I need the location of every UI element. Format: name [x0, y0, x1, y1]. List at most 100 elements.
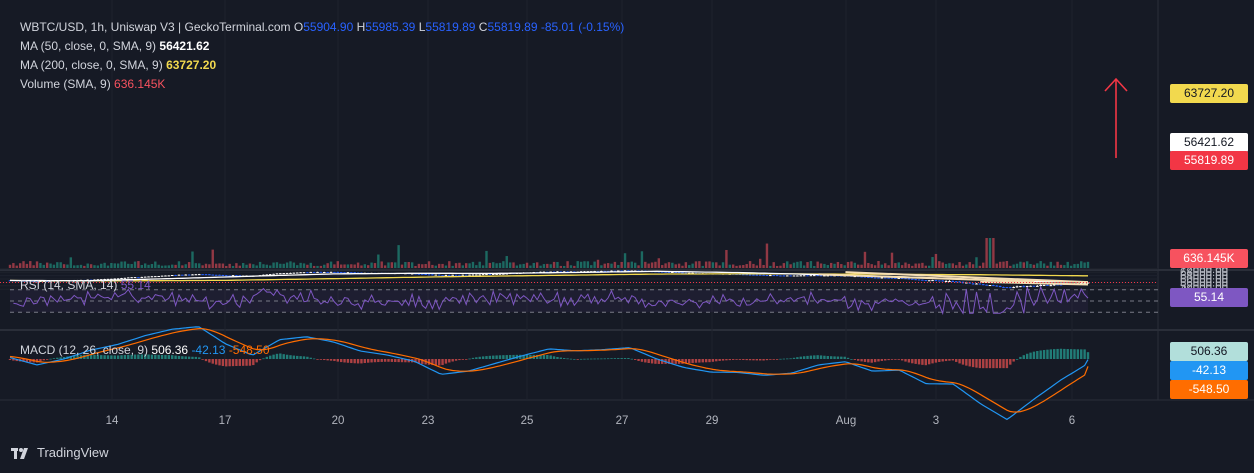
time-tick-label: Aug [836, 415, 856, 427]
candle-body [218, 274, 221, 276]
candle-body [769, 275, 772, 277]
macd-histogram-bar [816, 355, 819, 359]
volume-bar [1025, 261, 1029, 268]
volume-bar [1009, 265, 1012, 268]
open-label: O [293, 20, 304, 34]
volume-bar [650, 262, 654, 268]
macd-histogram-bar [955, 359, 958, 362]
macd-histogram-bar [25, 359, 29, 363]
candle-body [782, 275, 786, 277]
macd-histogram-bar [488, 355, 492, 359]
macd-histogram-bar [458, 359, 461, 361]
symbol-legend: WBTC/USD, 1h, Uniswap V3 | GeckoTerminal… [20, 19, 624, 35]
ma50-value: 56421.62 [159, 39, 210, 53]
time-tick-label: 20 [332, 415, 345, 427]
candle-body [867, 276, 870, 278]
candle-body [975, 283, 978, 285]
macd-histogram-bar [884, 359, 887, 361]
macd-histogram-bar [661, 359, 664, 364]
candle-body [917, 279, 921, 281]
macd-histogram-bar [326, 359, 329, 361]
candle-body [941, 280, 944, 282]
volume-bar [1073, 264, 1076, 268]
volume-bar [1029, 263, 1032, 268]
volume-bar [160, 265, 164, 268]
macd-histogram-bar [988, 359, 992, 369]
up-arrow-annotation[interactable] [1104, 77, 1128, 158]
time-axis-ticks: 14 17 20 23 25 27 29 Aug 3 6 [106, 415, 1076, 427]
volume-bar [15, 265, 18, 268]
macd-histogram-bar [630, 358, 633, 360]
candle-body [167, 275, 171, 277]
tradingview-logo[interactable]: TradingView [11, 445, 109, 460]
symbol-title[interactable]: WBTC/USD, 1h, Uniswap V3 | GeckoTerminal… [20, 20, 291, 34]
macd-histogram-bar [894, 359, 897, 360]
volume-bar [22, 261, 25, 268]
macd-histogram-bar [674, 359, 677, 364]
macd-histogram-bar [15, 359, 18, 362]
macd-histogram-bar [22, 359, 25, 362]
volume-bar [752, 263, 755, 268]
current-price-label: 55819.89 [1170, 151, 1248, 170]
candle-body [948, 280, 951, 282]
macd-histogram-bar [728, 359, 731, 361]
candle-body [812, 275, 816, 277]
ma200-legend[interactable]: MA (200, close, 0, SMA, 9) 63727.20 [20, 57, 216, 73]
rsi-legend[interactable]: RSI (14, SMA, 14) 55.14 [20, 277, 151, 293]
macd-histogram-bar [76, 355, 79, 359]
volume-bar [525, 262, 529, 268]
volume-bar [735, 265, 738, 268]
macd-legend[interactable]: MACD (12, 26, close, 9) 506.36 -42.13 -5… [20, 342, 270, 358]
candle-body [25, 280, 29, 282]
macd-histogram-bar [792, 357, 796, 359]
candle-body [1046, 284, 1049, 286]
candle-body [292, 272, 296, 274]
volume-bar [593, 261, 596, 268]
macd-histogram-bar [904, 359, 907, 362]
candle-body [549, 271, 552, 273]
ma50-legend[interactable]: MA (50, close, 0, SMA, 9) 56421.62 [20, 38, 209, 54]
volume-bar [214, 263, 218, 268]
macd-histogram-bar [934, 359, 938, 363]
volume-bar [677, 263, 681, 268]
macd-histogram-bar [998, 359, 1002, 369]
macd-histogram-bar [157, 354, 160, 359]
macd-histogram-bar [171, 355, 174, 359]
volume-bar [786, 261, 789, 268]
volume-bar [468, 263, 471, 268]
macd-histogram-bar [843, 356, 846, 359]
candle-body [410, 273, 414, 275]
macd-histogram-bar [573, 358, 576, 360]
trendline [845, 271, 1089, 284]
volume-bar [444, 265, 448, 268]
volume-bar [535, 262, 539, 268]
volume-bar [407, 261, 410, 268]
macd-histogram-bar [590, 358, 593, 360]
candle-body [299, 272, 302, 274]
candle-body [938, 280, 941, 282]
time-tick-label: 3 [933, 415, 939, 427]
macd-histogram-bar [106, 355, 110, 359]
macd-histogram-bar [495, 355, 498, 359]
macd-histogram-bar [1019, 356, 1022, 359]
candle-body [454, 274, 458, 276]
volume-legend[interactable]: Volume (SMA, 9) 636.145K [20, 76, 165, 92]
volume-bar [187, 262, 191, 268]
macd-histogram-bar [400, 359, 404, 363]
macd-histogram-bar [123, 355, 127, 359]
macd-histogram-bar [113, 355, 116, 359]
macd-histogram-bar [404, 359, 407, 363]
macd-histogram-bar [147, 354, 150, 359]
volume-bar [42, 264, 45, 268]
candle-body [437, 274, 441, 276]
macd-histogram-bar [309, 357, 312, 359]
trendlines[interactable] [818, 271, 1089, 286]
volume-bar [410, 262, 414, 268]
volume-bar [356, 262, 360, 268]
candle-body [346, 272, 350, 274]
macd-histogram-bar [549, 355, 552, 359]
volume-bar [454, 263, 458, 268]
volume-bar [495, 263, 498, 268]
candle-body [28, 280, 32, 282]
